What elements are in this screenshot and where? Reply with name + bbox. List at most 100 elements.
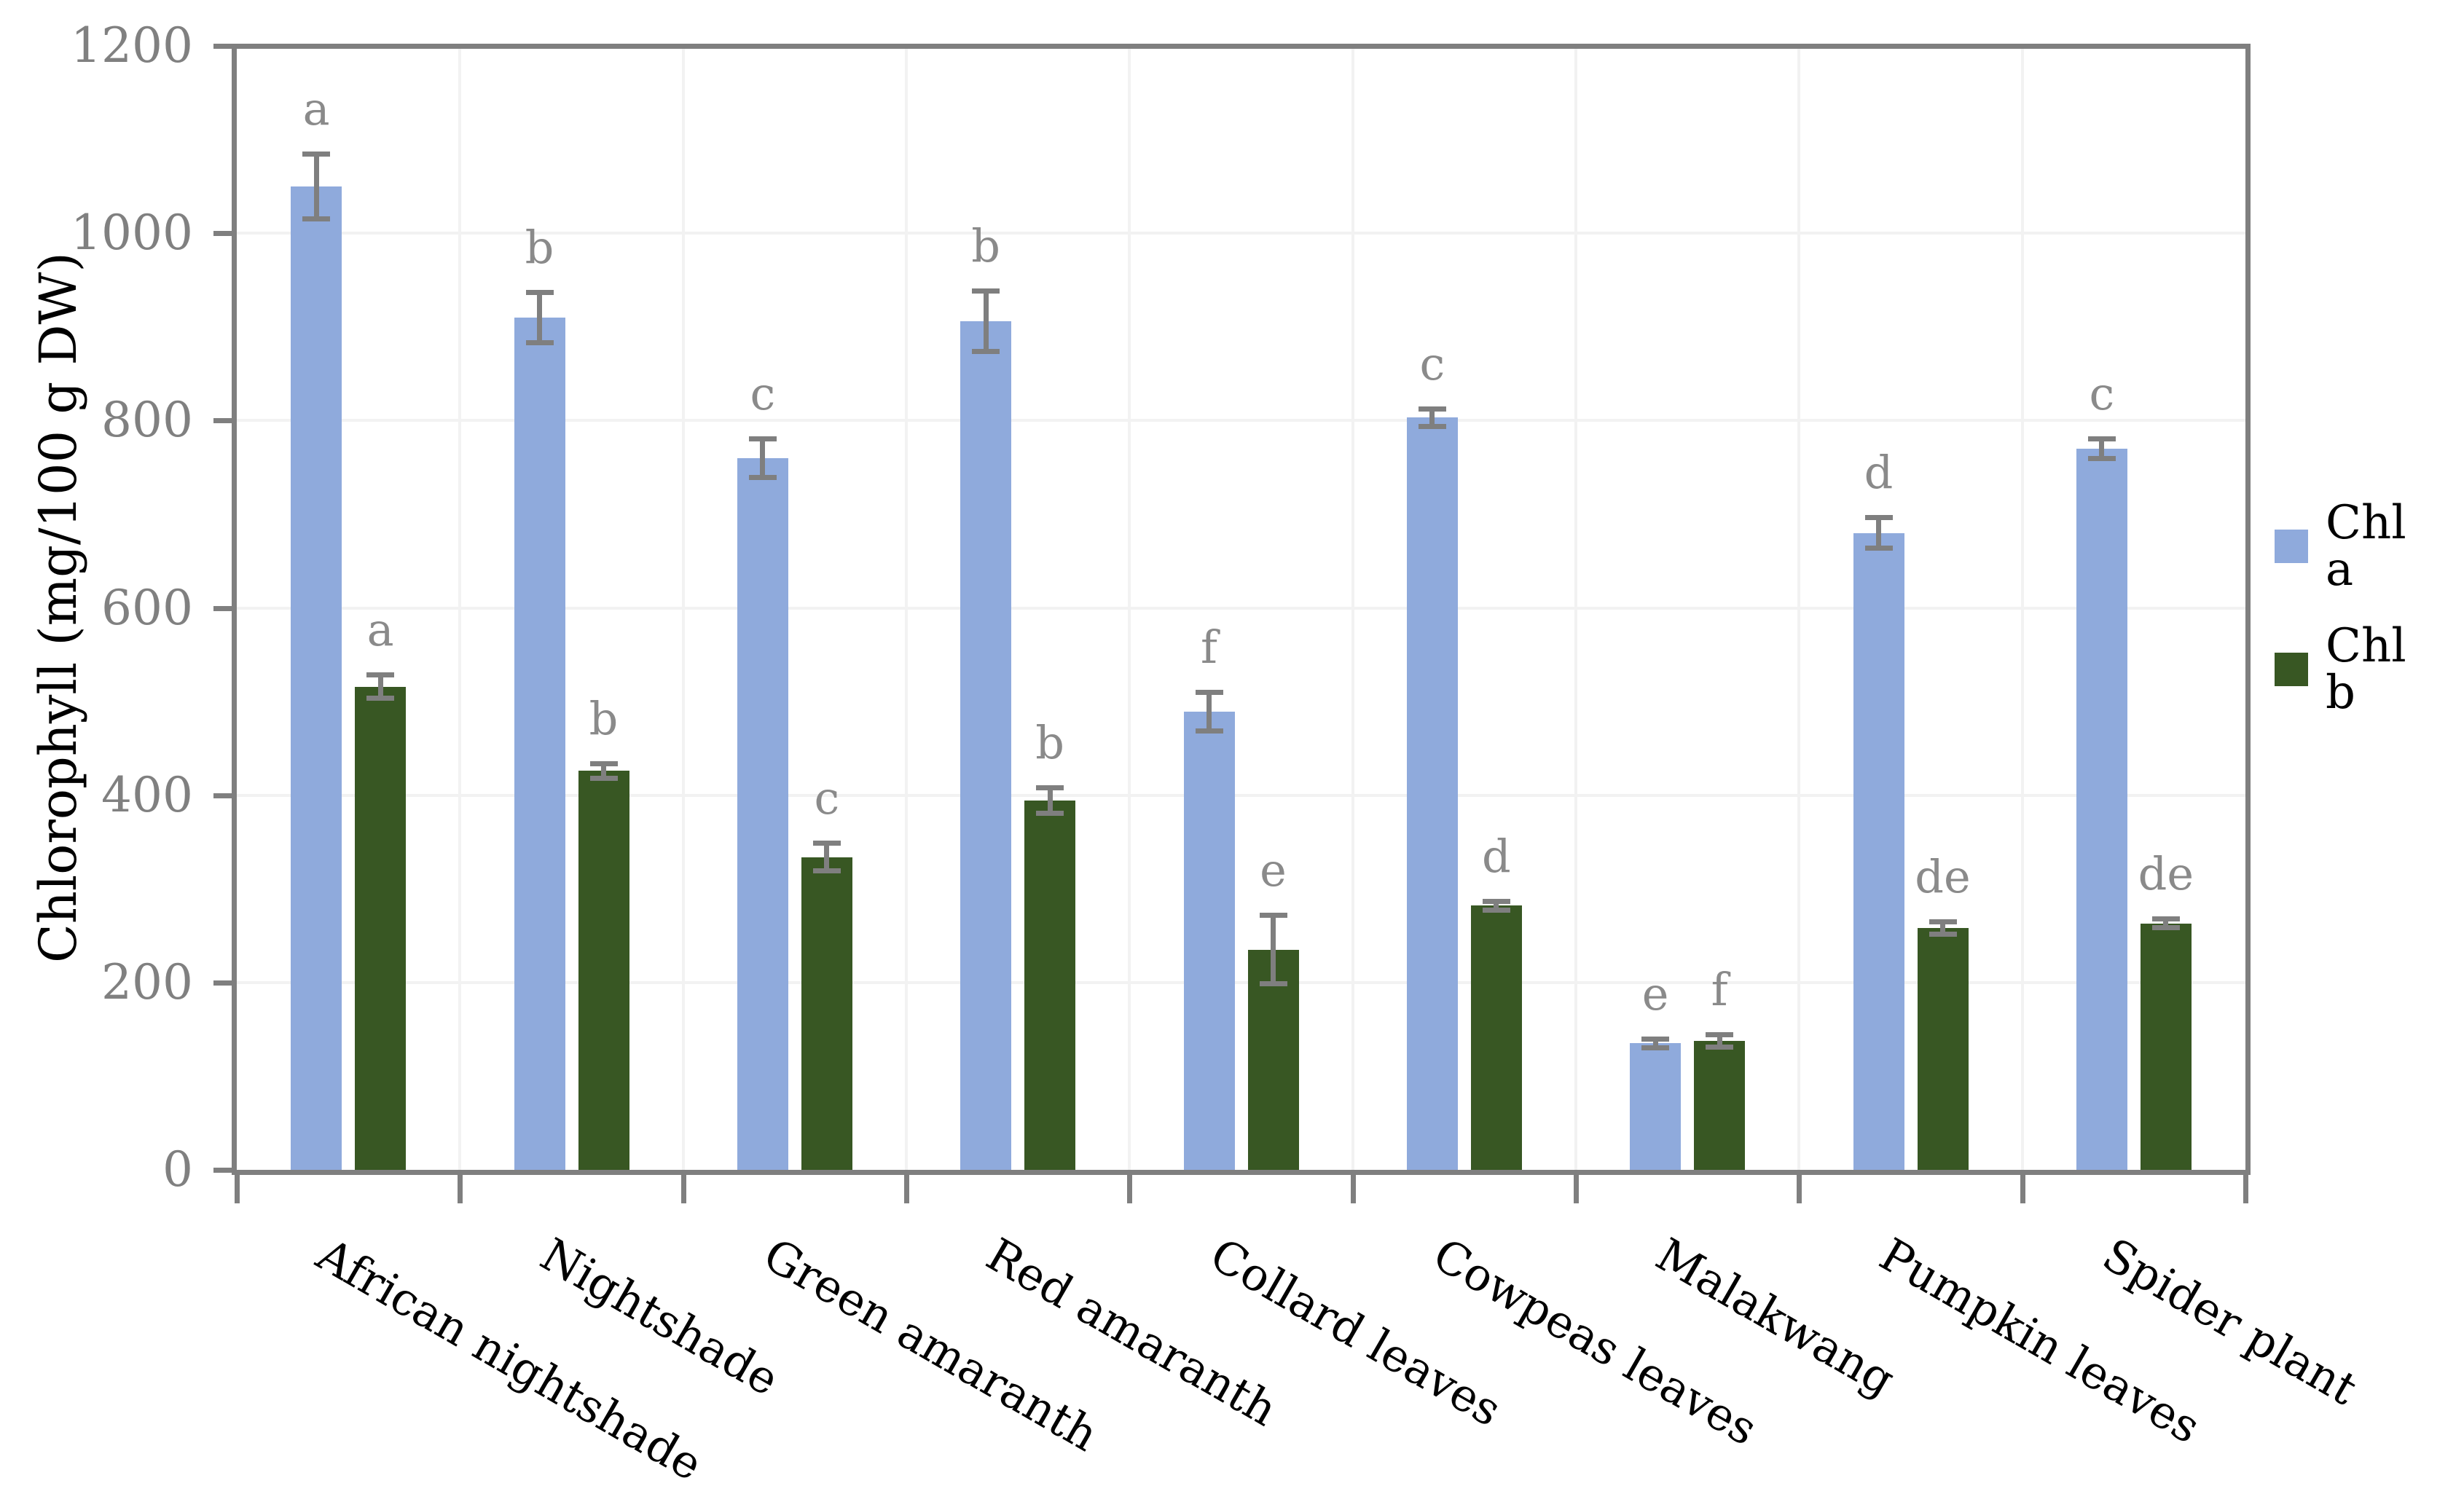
error-bar-cap-top bbox=[366, 672, 395, 677]
error-bar-cap-top bbox=[972, 288, 1000, 294]
significance-letter: a bbox=[302, 82, 330, 135]
gridline-horizontal bbox=[237, 793, 2245, 797]
bar-chl-a-1 bbox=[514, 317, 565, 1170]
error-bar-cap-bottom bbox=[812, 868, 841, 873]
error-bar-line bbox=[2163, 919, 2169, 929]
bar-chl-b-0 bbox=[355, 686, 407, 1170]
error-bar-cap-top bbox=[2087, 436, 2116, 441]
gridline-vertical bbox=[1574, 46, 1577, 1170]
y-tick-label: 800 bbox=[101, 392, 193, 449]
y-tick-label: 1200 bbox=[71, 17, 193, 74]
y-axis-tick bbox=[213, 418, 232, 424]
significance-letter: a bbox=[366, 602, 394, 656]
bar-chl-a-4 bbox=[1183, 712, 1235, 1170]
bar-chl-a-2 bbox=[737, 457, 788, 1170]
error-bar-line bbox=[1876, 516, 1881, 549]
error-bar-cap-top bbox=[589, 760, 618, 766]
bar-chl-b-7 bbox=[1917, 928, 1969, 1170]
error-bar-cap-bottom bbox=[366, 696, 395, 701]
y-axis-tick bbox=[213, 605, 232, 611]
error-bar-cap-top bbox=[812, 841, 841, 846]
error-bar-cap-top bbox=[1929, 919, 1957, 925]
gridline-vertical bbox=[905, 46, 908, 1170]
x-axis-tick bbox=[2243, 1170, 2248, 1203]
significance-letter: b bbox=[1035, 716, 1064, 770]
error-bar-cap-top bbox=[2151, 916, 2180, 922]
bar-chl-a-6 bbox=[1630, 1043, 1682, 1170]
y-axis-tick bbox=[213, 1168, 232, 1173]
legend-label-chl-a: Chl a bbox=[2326, 496, 2406, 597]
significance-letter: c bbox=[750, 366, 776, 420]
y-tick-label: 0 bbox=[162, 1141, 193, 1198]
error-bar-cap-bottom bbox=[748, 474, 777, 480]
error-bar-cap-top bbox=[1641, 1036, 1670, 1042]
significance-letter: c bbox=[2089, 366, 2115, 420]
y-tick-label: 400 bbox=[101, 766, 193, 823]
gridline-vertical bbox=[1797, 46, 1801, 1170]
error-bar-cap-bottom bbox=[1036, 811, 1064, 817]
bar-chl-a-8 bbox=[2076, 448, 2127, 1170]
x-axis-tick bbox=[680, 1170, 686, 1203]
gridline-horizontal bbox=[237, 232, 2245, 235]
error-bar-line bbox=[1047, 787, 1053, 814]
error-bar-cap-bottom bbox=[1418, 424, 1446, 430]
error-bar-line bbox=[824, 843, 830, 871]
error-bar-line bbox=[760, 438, 766, 478]
error-bar-line bbox=[601, 763, 606, 779]
x-axis-tick bbox=[235, 1170, 240, 1203]
significance-letter: c bbox=[814, 771, 840, 825]
y-axis-tick bbox=[213, 980, 232, 986]
plot-border-top bbox=[237, 44, 2251, 49]
error-bar-cap-bottom bbox=[1641, 1045, 1670, 1050]
gridline-horizontal bbox=[237, 419, 2245, 422]
x-axis-tick bbox=[1350, 1170, 1356, 1203]
y-axis-tick bbox=[213, 44, 232, 49]
gridline-vertical bbox=[2020, 46, 2024, 1170]
significance-letter: e bbox=[1260, 844, 1287, 897]
error-bar-line bbox=[983, 290, 989, 353]
bar-chl-a-7 bbox=[1853, 532, 1904, 1170]
error-bar-cap-top bbox=[525, 290, 554, 296]
error-bar-cap-bottom bbox=[1482, 907, 1510, 913]
error-bar-cap-bottom bbox=[1259, 981, 1287, 987]
y-axis-line bbox=[232, 44, 237, 1175]
bar-chl-b-1 bbox=[578, 771, 629, 1170]
error-bar-cap-top bbox=[1259, 913, 1287, 919]
error-bar-line bbox=[1494, 900, 1499, 911]
legend-entry-chl-b: Chl b bbox=[2275, 623, 2406, 716]
x-axis-tick bbox=[458, 1170, 463, 1203]
error-bar-cap-bottom bbox=[1706, 1044, 1734, 1050]
legend-entry-chl-a: Chl a bbox=[2275, 500, 2406, 593]
bar-chl-a-3 bbox=[960, 321, 1012, 1170]
x-axis-tick bbox=[1797, 1170, 1802, 1203]
chl-a-swatch-icon bbox=[2275, 530, 2308, 563]
chl-b-swatch-icon bbox=[2275, 653, 2308, 686]
error-bar-cap-bottom bbox=[2151, 925, 2180, 931]
bar-chl-b-2 bbox=[801, 857, 852, 1170]
error-bar-cap-bottom bbox=[525, 339, 554, 345]
legend-label-chl-b: Chl b bbox=[2326, 619, 2406, 720]
gridline-vertical bbox=[1351, 46, 1354, 1170]
error-bar-cap-bottom bbox=[302, 216, 331, 221]
significance-letter: e bbox=[1641, 967, 1669, 1021]
error-bar-cap-bottom bbox=[1929, 932, 1957, 937]
significance-letter: de bbox=[2138, 847, 2194, 901]
gridline-horizontal bbox=[237, 980, 2245, 984]
error-bar-cap-bottom bbox=[2087, 456, 2116, 462]
significance-letter: d bbox=[1481, 829, 1511, 883]
bar-chl-a-0 bbox=[291, 186, 342, 1170]
error-bar-cap-top bbox=[1864, 514, 1893, 520]
significance-letter: de bbox=[1915, 850, 1971, 904]
y-axis-tick bbox=[213, 793, 232, 798]
y-tick-label: 1000 bbox=[71, 205, 193, 262]
error-bar-line bbox=[1271, 915, 1276, 985]
error-bar-cap-bottom bbox=[972, 349, 1000, 355]
gridline-vertical bbox=[458, 46, 462, 1170]
gridline-vertical bbox=[1128, 46, 1131, 1170]
error-bar-line bbox=[1207, 692, 1212, 732]
y-tick-label: 200 bbox=[101, 954, 193, 1010]
error-bar-cap-top bbox=[1706, 1031, 1734, 1037]
bar-chl-b-8 bbox=[2140, 923, 2192, 1170]
significance-letter: b bbox=[589, 691, 619, 745]
